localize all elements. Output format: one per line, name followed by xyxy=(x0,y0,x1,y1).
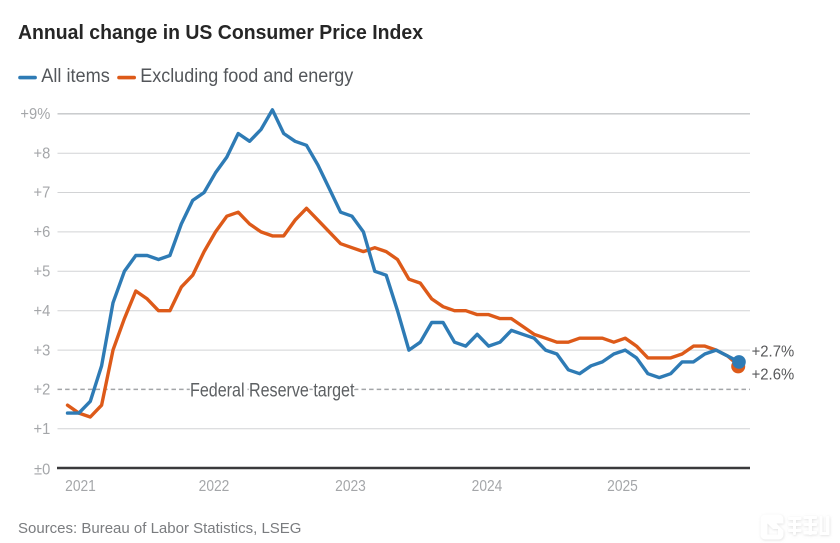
svg-text:2023: 2023 xyxy=(335,478,366,495)
svg-text:+5: +5 xyxy=(34,263,51,280)
svg-text:±0: ±0 xyxy=(34,461,50,478)
svg-text:+2.6%: +2.6% xyxy=(752,366,795,383)
svg-text:2024: 2024 xyxy=(472,478,503,495)
svg-text:+3: +3 xyxy=(34,342,51,359)
svg-text:Federal Reserve target: Federal Reserve target xyxy=(190,379,355,401)
svg-text:+9%: +9% xyxy=(20,106,50,123)
svg-text:Excluding food and energy: Excluding food and energy xyxy=(140,65,354,87)
svg-text:All items: All items xyxy=(41,65,110,86)
svg-text:+1: +1 xyxy=(34,421,51,438)
svg-text:Federal Reserve target: Federal Reserve target xyxy=(190,379,355,401)
svg-text:2022: 2022 xyxy=(199,478,230,495)
svg-text:Sources: Bureau of Labor Stati: Sources: Bureau of Labor Statistics, LSE… xyxy=(18,520,301,537)
svg-text:+6: +6 xyxy=(34,224,51,241)
svg-text:+7: +7 xyxy=(34,184,51,201)
svg-text:+2.7%: +2.7% xyxy=(752,343,795,360)
svg-text:+2: +2 xyxy=(34,381,51,398)
svg-text:2025: 2025 xyxy=(607,478,638,495)
svg-text:Annual change in US Consumer P: Annual change in US Consumer Price Index xyxy=(18,22,423,44)
svg-text:2021: 2021 xyxy=(65,478,96,495)
svg-text:+4: +4 xyxy=(34,303,51,320)
svg-text:+8: +8 xyxy=(34,145,51,162)
